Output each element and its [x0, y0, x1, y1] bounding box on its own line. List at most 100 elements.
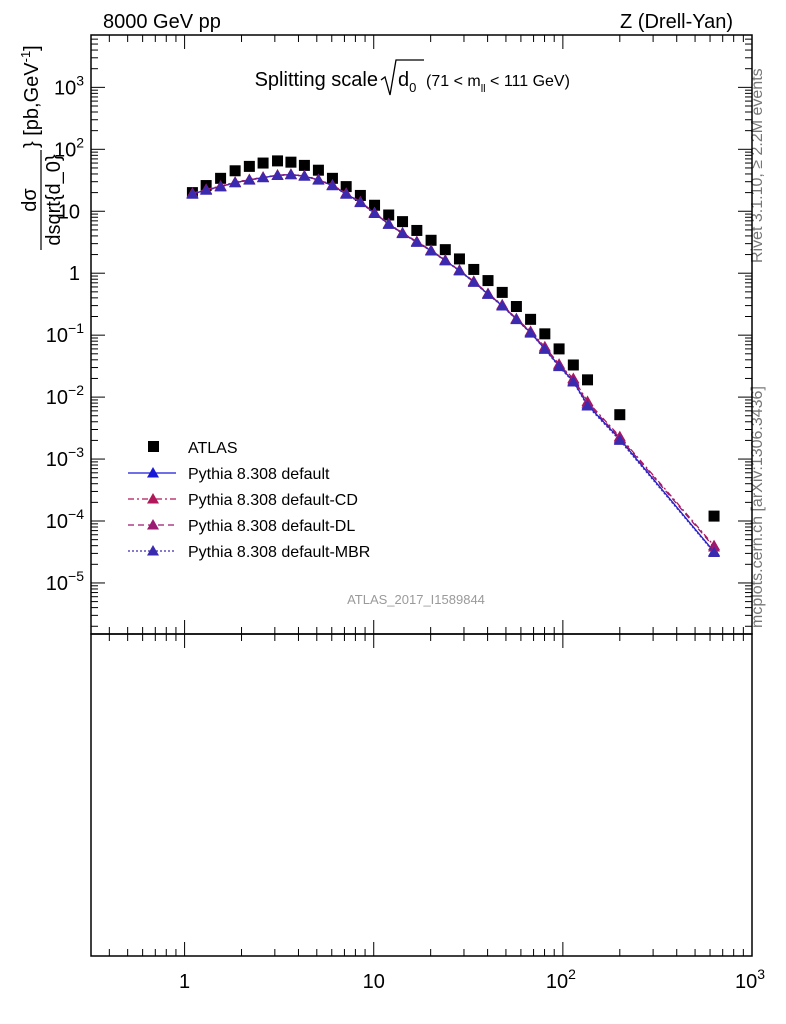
- legend-label: Pythia 8.308 default-MBR: [188, 544, 370, 561]
- legend-marker: [147, 467, 159, 478]
- legend-entry: Pythia 8.308 default: [128, 466, 330, 483]
- chart-title: Splitting scale d0 (71 < mll < 111 GeV): [255, 59, 570, 96]
- data-point: [425, 245, 438, 256]
- mcplots-label: mcplots.cern.ch [arXiv:1306.3436]: [749, 386, 766, 628]
- data-point: [581, 399, 594, 411]
- data-point: [354, 196, 367, 208]
- x-tick-label: 1: [179, 971, 190, 993]
- data-point: [243, 174, 256, 185]
- data-point: [272, 155, 284, 167]
- data-point: [613, 434, 626, 445]
- data-point: [496, 300, 509, 311]
- legend: ATLAS Pythia 8.308 default Pythia 8.308 de…: [128, 440, 370, 561]
- data-point: [257, 171, 270, 183]
- data-point: [186, 188, 199, 199]
- legend-label: Pythia 8.308 default-DL: [188, 518, 355, 535]
- x-tick-label: 103: [735, 966, 765, 993]
- data-point: [340, 181, 352, 193]
- x-tick-labels: 1 10 102 103: [179, 966, 765, 993]
- legend-entry: Pythia 8.308 default-DL: [128, 518, 355, 535]
- data-point: [369, 199, 381, 211]
- legend-entry: ATLAS: [148, 440, 238, 457]
- data-point: [467, 276, 480, 287]
- data-point: [243, 160, 255, 172]
- y-tick-label: 10: [58, 201, 80, 223]
- data-point: [326, 172, 338, 184]
- y-tick-label: 1: [69, 263, 80, 285]
- legend-entry: Pythia 8.308 default-CD: [128, 492, 358, 509]
- data-point: [229, 176, 242, 188]
- data-point: [326, 179, 339, 191]
- title-root-group: d0: [398, 69, 416, 95]
- y-tick-label: 10−1: [46, 320, 84, 347]
- data-point: [214, 180, 227, 192]
- legend-marker: [147, 519, 159, 530]
- x-tick-label: 10: [363, 971, 385, 993]
- data-point: [482, 275, 494, 287]
- title-root: d: [398, 69, 409, 91]
- data-point: [340, 188, 353, 199]
- data-point: [439, 244, 451, 256]
- data-point: [468, 263, 480, 275]
- y-tick-label: 10−3: [46, 444, 84, 471]
- data-point: [510, 313, 523, 325]
- title-root-sub: 0: [409, 80, 416, 95]
- legend-label: Pythia 8.308 default: [188, 466, 330, 483]
- title-cut: (71 < m: [426, 73, 481, 90]
- data-point: [425, 234, 437, 246]
- y-label-unit-end: ]: [21, 45, 43, 51]
- data-point: [453, 253, 465, 265]
- data-point: [708, 510, 720, 522]
- y-label-unit-group: } [pb,GeV-1]: [18, 45, 43, 148]
- y-tick-label: 102: [54, 134, 84, 161]
- data-point: [271, 169, 284, 180]
- axis-ticks: [91, 34, 753, 956]
- data-point: [539, 328, 551, 340]
- y-label-unit: } [pb,GeV: [21, 62, 43, 148]
- data-point: [383, 209, 395, 221]
- data-point: [524, 327, 537, 338]
- legend-label: ATLAS: [188, 440, 238, 457]
- data-point: [582, 374, 594, 386]
- data-point: [525, 313, 537, 325]
- title-prefix: Splitting scale: [255, 69, 378, 91]
- data-point: [200, 184, 213, 195]
- data-point: [285, 156, 297, 168]
- y-label-denominator: dsqrt{d_0}: [43, 154, 65, 246]
- data-point: [229, 165, 241, 177]
- data-point: [482, 288, 495, 299]
- sqrt-sign-icon: [380, 59, 424, 96]
- data-point: [397, 216, 409, 228]
- data-point: [396, 227, 409, 239]
- data-point: [382, 218, 395, 229]
- y-tick-label: 10−5: [46, 568, 84, 595]
- y-tick-label: 10−2: [46, 382, 84, 409]
- data-point: [496, 286, 508, 298]
- legend-marker: [147, 545, 159, 556]
- data-point: [411, 224, 423, 236]
- data-point: [708, 546, 721, 558]
- legend-marker: [147, 493, 159, 504]
- y-axis-label: dσ dsqrt{d_0} } [pb,GeV-1]: [18, 45, 65, 250]
- y-label-numerator: dσ: [19, 188, 41, 212]
- data-point: [567, 359, 579, 371]
- title-cut-end: < 111 GeV): [486, 73, 570, 90]
- data-point: [354, 189, 366, 201]
- data-point: [312, 174, 325, 185]
- data-point: [312, 164, 324, 176]
- x-tick-label: 102: [546, 966, 576, 993]
- data-point: [510, 301, 522, 313]
- title-cut-sub: ll: [481, 83, 486, 95]
- data-point: [553, 343, 565, 355]
- data-point: [439, 254, 452, 266]
- series-layer: [186, 155, 721, 558]
- analysis-watermark: ATLAS_2017_I1589844: [347, 592, 485, 607]
- y-tick-label: 103: [54, 72, 84, 99]
- series-line: [192, 173, 715, 547]
- series-4: [186, 168, 721, 558]
- y-label-unit-sup: -1: [18, 51, 33, 63]
- header-left: 8000 GeV pp: [103, 11, 221, 33]
- data-point: [257, 157, 269, 169]
- data-point: [410, 236, 423, 247]
